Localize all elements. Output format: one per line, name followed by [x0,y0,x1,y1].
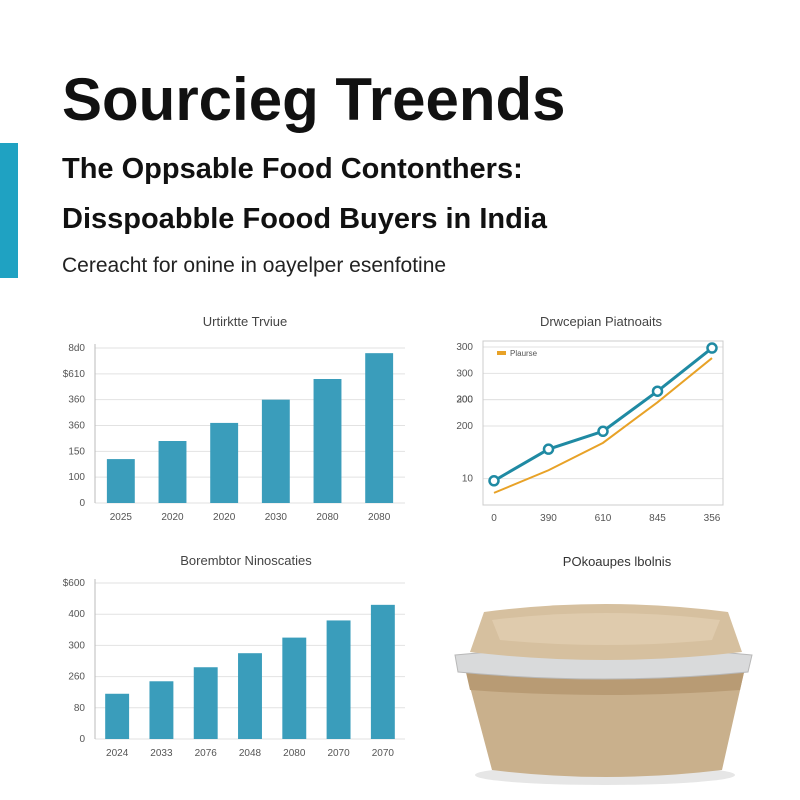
y-tick-label: 0 [79,734,85,745]
bar [282,637,307,739]
bar [365,353,394,503]
y-tick-label: 150 [68,446,85,457]
legend-swatch [497,351,506,355]
x-tick-label: 2076 [195,748,218,759]
bar [261,399,290,503]
y-tick-label: 200 [456,395,473,406]
y-tick-label: 10 [462,474,474,485]
chart-title: Urtirktte Trviue [203,314,288,329]
x-tick-label: 2024 [106,748,129,759]
bar [313,379,342,503]
point [651,385,664,397]
tagline: Cereacht for onine in oayelper esenfotin… [62,254,446,277]
bar [238,653,262,739]
y-tick-label: 400 [68,609,85,620]
bar [106,459,135,503]
container-image [454,604,753,785]
x-tick-label: 2070 [372,748,395,759]
y-tick-label: 360 [68,421,85,432]
x-tick-label: 610 [595,513,612,524]
product-title: POkoaupes lbolnis [563,554,672,569]
plot-frame [482,340,724,506]
y-tick-label: 300 [456,395,473,406]
point [488,475,500,487]
bar [326,620,351,739]
x-tick-label: 2030 [265,512,288,523]
x-tick-label: 2033 [150,748,173,759]
line-series [493,357,713,494]
legend-label: Plaurse [510,349,538,358]
y-tick-label: 360 [68,395,85,406]
line-series [493,346,713,483]
y-tick-label: 260 [68,672,85,683]
subtitle: The Oppsable Food Contonthers: [62,153,523,185]
point [706,342,718,354]
x-tick-label: 356 [704,513,721,524]
x-tick-label: 390 [540,513,557,524]
y-tick-label: 80 [74,703,86,714]
y-tick-label: 8d0 [68,343,85,354]
y-tick-label: 300 [68,640,85,651]
bar [158,441,187,503]
x-tick-label: 2070 [327,748,350,759]
point [542,443,555,455]
y-tick-label: $600 [63,578,86,589]
x-tick-label: 2020 [213,512,236,523]
x-tick-label: 0 [491,513,497,524]
y-tick-label: 0 [79,498,85,509]
x-tick-label: 2048 [239,748,262,759]
chart-title: Borembtor Ninoscaties [180,553,312,568]
y-tick-label: 200 [456,421,473,432]
x-tick-label: 2080 [368,512,391,523]
bar [210,422,239,503]
chart-title: Drwcepian Piatnoaits [540,314,663,329]
bar [370,604,395,739]
y-tick-label: $610 [63,369,86,380]
accent-bar [0,143,18,278]
x-tick-label: 2080 [283,748,306,759]
y-tick-label: 300 [456,368,473,379]
subtitle: Disspoabble Foood Buyers in India [62,203,548,235]
point [597,425,609,438]
x-tick-label: 2025 [110,512,133,523]
x-tick-label: 845 [649,513,666,524]
bar [105,693,130,739]
y-tick-label: 300 [456,342,473,353]
bar [193,667,218,739]
y-tick-label: 100 [68,472,85,483]
main-title: Sourcieg Treends [62,66,566,133]
bar [149,681,174,739]
x-tick-label: 2020 [161,512,184,523]
x-tick-label: 2080 [316,512,339,523]
